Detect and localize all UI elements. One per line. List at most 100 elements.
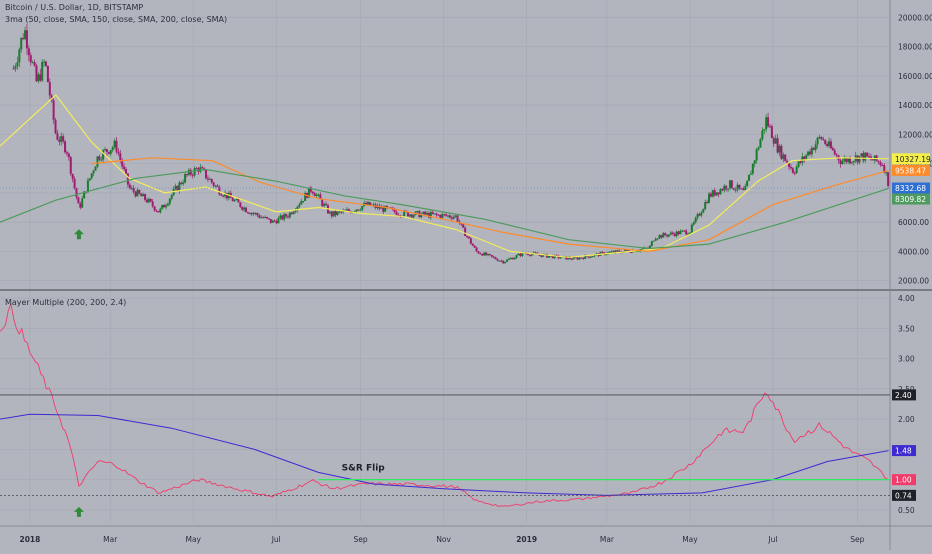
price-value-badge-label: 9538.47 — [895, 166, 926, 175]
candle-up — [170, 194, 173, 199]
candle-up — [681, 230, 684, 232]
candle-up — [688, 232, 691, 234]
candle-down — [58, 139, 61, 142]
candle-down — [829, 141, 832, 149]
candle-down — [540, 255, 543, 257]
candle-up — [795, 166, 798, 174]
candle-down — [145, 199, 148, 203]
candle-down — [776, 138, 779, 153]
candle-down — [582, 257, 585, 259]
candle-up — [774, 138, 777, 144]
mayer-multiple-line — [0, 301, 888, 507]
candle-up — [515, 255, 518, 258]
candle-down — [52, 100, 55, 120]
candle-up — [328, 211, 331, 214]
candle-down — [871, 159, 874, 161]
sma-200-line — [0, 168, 889, 250]
candle-down — [671, 232, 674, 234]
candle-down — [256, 213, 259, 216]
mayer-axis-tick-label: 2.50 — [898, 385, 915, 394]
candle-up — [302, 200, 305, 202]
candle-up — [761, 130, 764, 140]
candle-up — [307, 187, 310, 198]
candle-down — [266, 216, 268, 219]
candle-up — [243, 207, 246, 210]
candle-down — [98, 156, 101, 160]
candle-down — [275, 221, 278, 224]
time-axis-tick-label: Jul — [271, 535, 281, 544]
candle-down — [793, 172, 796, 174]
time-axis-tick-label: May — [185, 535, 201, 544]
candle-down — [862, 153, 865, 161]
candle-down — [673, 233, 676, 237]
candle-down — [767, 117, 770, 127]
candle-up — [346, 209, 349, 211]
candle-down — [826, 144, 829, 147]
mayer-ma-line — [0, 413, 889, 496]
candle-up — [591, 256, 594, 258]
candle-down — [866, 152, 869, 157]
candle-down — [494, 257, 497, 260]
candle-up — [304, 192, 307, 201]
candle-down — [789, 166, 792, 169]
candle-up — [885, 172, 888, 174]
candle-up — [31, 62, 34, 64]
candle-down — [334, 211, 337, 216]
candle-up — [595, 253, 598, 255]
candle-down — [273, 220, 276, 222]
candle-down — [117, 151, 120, 154]
candle-up — [807, 151, 810, 156]
candle-up — [605, 253, 608, 255]
candle-up — [111, 147, 114, 151]
candle-down — [467, 236, 470, 239]
candle-up — [412, 215, 415, 218]
candle-up — [20, 37, 23, 50]
candle-up — [43, 61, 46, 63]
sma-150-line — [91, 157, 889, 252]
price-axis-tick-label: 12000.00 — [898, 130, 932, 139]
candle-down — [464, 227, 467, 237]
candle-up — [679, 231, 682, 235]
price-value-badge-label: 8332.68 — [895, 184, 926, 193]
candle-down — [144, 194, 147, 200]
candle-up — [384, 205, 387, 212]
candle-up — [654, 238, 657, 241]
candle-down — [511, 258, 514, 260]
candle-down — [241, 207, 244, 210]
candle-down — [311, 191, 314, 194]
time-axis-tick-label: Sep — [354, 535, 368, 544]
candle-up — [744, 186, 747, 191]
candle-up — [159, 208, 162, 213]
candle-down — [768, 126, 771, 128]
candle-up — [749, 173, 752, 175]
candle-up — [487, 253, 490, 256]
candle-down — [555, 254, 558, 256]
candle-up — [452, 216, 455, 219]
candle-down — [347, 209, 350, 212]
candle-up — [323, 203, 326, 206]
candle-up — [233, 200, 236, 202]
candle-up — [864, 152, 867, 161]
mayer-axis-tick-label: 4.00 — [898, 294, 915, 303]
candle-up — [746, 180, 749, 187]
candle-down — [319, 194, 322, 200]
candle-up — [641, 248, 644, 250]
candle-up — [549, 255, 552, 257]
candle-up — [446, 215, 449, 217]
candle-down — [466, 236, 469, 238]
candle-up — [408, 214, 411, 217]
price-axis-tick-label: 16000.00 — [898, 72, 932, 81]
candle-down — [138, 189, 141, 194]
candle-down — [281, 215, 284, 220]
candle-up — [635, 251, 638, 253]
candle-up — [858, 156, 861, 163]
candle-down — [79, 203, 82, 208]
candle-up — [763, 129, 766, 131]
candle-up — [24, 30, 27, 40]
candle-down — [568, 257, 571, 259]
candle-up — [92, 170, 95, 174]
candle-down — [799, 161, 802, 163]
price-pane-title: Bitcoin / U.S. Dollar, 1D, BITSTAMP — [5, 3, 144, 12]
candle-down — [368, 202, 371, 206]
